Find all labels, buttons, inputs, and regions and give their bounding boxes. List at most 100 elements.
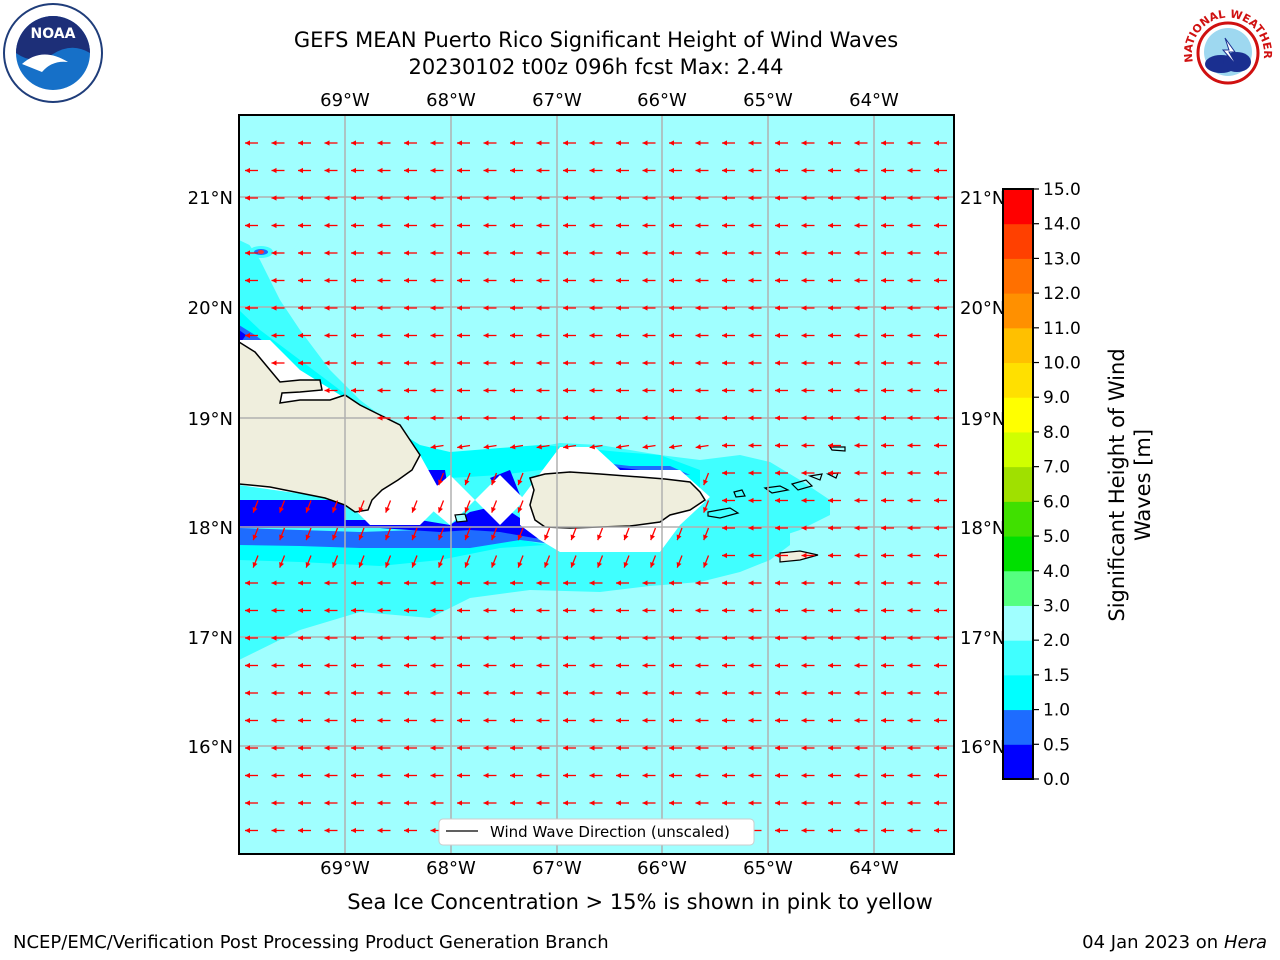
wave-direction-arrowhead	[669, 332, 674, 339]
wave-direction-arrowhead	[934, 442, 939, 449]
wave-direction-arrowhead	[430, 690, 436, 696]
wave-direction-arrowhead	[907, 277, 913, 284]
wave-direction-arrowhead	[801, 470, 807, 476]
wave-direction-arrowhead	[748, 552, 754, 559]
wave-direction-arrowhead	[404, 745, 409, 751]
wave-direction-arrowhead	[324, 167, 330, 174]
wave-direction-arrowhead	[616, 167, 621, 174]
wave-direction-arrowhead	[271, 580, 277, 586]
wave-direction-arrowhead	[404, 690, 409, 696]
noaa-logo-text: NOAA	[31, 26, 76, 42]
wave-direction-arrowhead	[483, 360, 489, 366]
wave-direction-arrowhead	[775, 250, 780, 256]
wave-direction-arrowhead	[934, 635, 939, 641]
wave-direction-arrowhead	[510, 690, 515, 696]
wave-direction-arrowhead	[245, 717, 250, 724]
wave-direction-arrowhead	[563, 360, 568, 366]
wave-direction-arrowhead	[457, 772, 462, 779]
wave-direction-arrowhead	[271, 250, 277, 256]
wave-direction-arrowhead	[642, 745, 648, 751]
wave-direction-arrowhead	[457, 415, 462, 421]
wave-direction-arrowhead	[695, 415, 701, 421]
wave-direction-arrowhead	[430, 827, 436, 834]
wave-direction-arrowhead	[589, 332, 595, 339]
wave-direction-arrowhead	[404, 250, 409, 256]
colorbar-tick-label: 5.0	[1043, 527, 1070, 547]
wave-direction-arrowhead	[589, 607, 595, 614]
wave-direction-arrowhead	[934, 250, 939, 256]
wave-direction-arrowhead	[695, 222, 701, 229]
wave-direction-arrowhead	[305, 561, 311, 568]
wave-direction-arrowhead	[351, 800, 356, 806]
wave-direction-arrowhead	[271, 305, 277, 311]
wave-direction-arrowhead	[510, 195, 515, 201]
wave-direction-arrowhead	[881, 167, 886, 174]
wave-direction-arrowhead	[298, 305, 303, 311]
sea-ice-note: Sea Ice Concentration > 15% is shown in …	[347, 890, 933, 914]
wave-direction-arrowhead	[801, 415, 807, 421]
wave-direction-arrowhead	[934, 552, 939, 559]
wave-direction-arrowhead	[430, 800, 436, 806]
wave-direction-arrowhead	[881, 690, 886, 696]
wave-direction-arrowhead	[616, 332, 621, 339]
wave-direction-arrowhead	[907, 250, 913, 256]
wave-direction-arrowhead	[854, 662, 860, 669]
wave-direction-arrowhead	[934, 800, 939, 806]
wave-direction-arrowhead	[351, 662, 356, 669]
wave-direction-arrowhead	[881, 525, 886, 531]
wave-direction-arrowhead	[298, 332, 303, 339]
wave-direction-arrowhead	[695, 580, 701, 586]
wave-direction-arrowhead	[907, 662, 913, 669]
wave-direction-arrowhead	[616, 580, 621, 586]
wave-direction-arrowhead	[305, 506, 311, 513]
wave-direction-arrowhead	[404, 387, 409, 394]
wave-direction-arrowhead	[722, 745, 727, 751]
wave-direction-arrowhead	[430, 222, 436, 229]
wave-direction-arrowhead	[854, 552, 860, 559]
wave-direction-arrowhead	[430, 277, 436, 284]
wave-direction-arrowhead	[385, 561, 390, 568]
wave-direction-arrowhead	[536, 717, 542, 724]
wave-direction-arrowhead	[563, 772, 568, 779]
wave-direction-arrowhead	[589, 690, 595, 696]
wave-direction-arrowhead	[801, 222, 807, 229]
wave-direction-arrowhead	[351, 332, 356, 339]
wave-direction-arrowhead	[828, 580, 833, 586]
wave-direction-arrowhead	[881, 470, 886, 476]
wave-direction-arrowhead	[377, 250, 383, 256]
map-title: GEFS MEAN Puerto Rico Significant Height…	[293, 28, 899, 52]
wave-direction-arrowhead	[245, 332, 250, 339]
wave-direction-arrowhead	[748, 662, 754, 669]
colorbar-segment	[1003, 640, 1033, 676]
wave-direction-arrowhead	[748, 222, 754, 229]
wave-direction-arrowhead	[828, 277, 833, 284]
wave-direction-arrowhead	[589, 717, 595, 724]
wave-direction-arrowhead	[828, 607, 833, 614]
wave-direction-arrowhead	[430, 772, 436, 779]
wave-direction-arrowhead	[536, 195, 542, 201]
wave-direction-arrowhead	[324, 662, 330, 669]
colorbar-segment	[1003, 744, 1033, 780]
wave-direction-arrowhead	[324, 305, 330, 311]
lat-label-right: 21°N	[960, 188, 1005, 209]
wave-direction-arrowhead	[669, 167, 674, 174]
wave-direction-arrowhead	[828, 305, 833, 311]
wave-direction-arrowhead	[775, 662, 780, 669]
wave-direction-arrowhead	[669, 415, 674, 421]
wave-direction-arrowhead	[430, 607, 436, 614]
wave-direction-arrowhead	[536, 800, 542, 806]
wave-direction-arrowhead	[430, 360, 436, 366]
wave-direction-arrowhead	[563, 277, 568, 284]
wave-direction-arrowhead	[881, 305, 886, 311]
colorbar-segment	[1003, 189, 1033, 225]
wave-direction-arrowhead	[748, 607, 754, 614]
wave-direction-arrowhead	[907, 690, 913, 696]
wave-direction-arrowhead	[775, 387, 780, 394]
lon-label-top: 64°W	[849, 90, 899, 111]
wave-direction-arrowhead	[722, 717, 727, 724]
colorbar-tick-label: 11.0	[1043, 319, 1081, 339]
wave-direction-arrowhead	[801, 360, 807, 366]
colorbar-tick-label: 4.0	[1043, 562, 1070, 582]
wave-direction-arrowhead	[351, 250, 356, 256]
lon-label-top: 67°W	[532, 90, 582, 111]
